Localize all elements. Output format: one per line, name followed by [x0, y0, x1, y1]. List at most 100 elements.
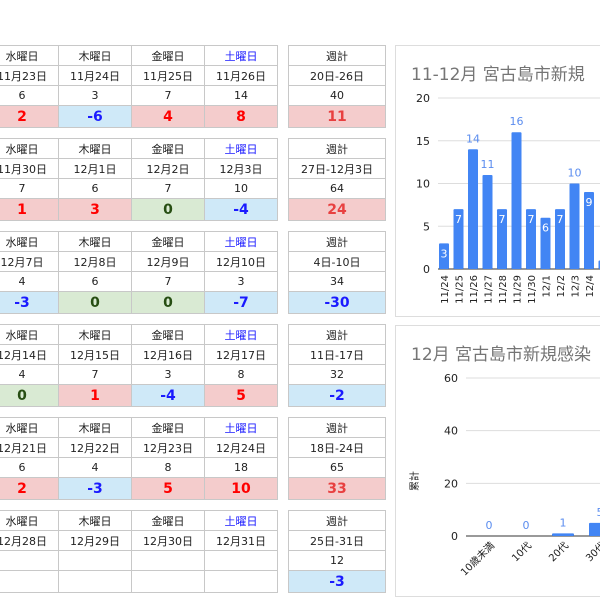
date-cell[interactable]: 12月15日: [58, 344, 132, 365]
bar: [555, 209, 565, 269]
week-total-diff[interactable]: -2: [288, 384, 386, 407]
count-cell[interactable]: 14: [204, 85, 278, 106]
count-cell[interactable]: 8: [131, 457, 205, 478]
diff-cell[interactable]: 1: [58, 384, 132, 407]
date-cell[interactable]: 12月1日: [58, 158, 132, 179]
week-total-diff[interactable]: 24: [288, 198, 386, 221]
week-range[interactable]: 20日-26日: [288, 65, 386, 86]
date-cell[interactable]: 11月30日: [0, 158, 59, 179]
date-cell[interactable]: 12月22日: [58, 437, 132, 458]
diff-cell[interactable]: 2: [0, 105, 59, 128]
week-range[interactable]: 27日-12月3日: [288, 158, 386, 179]
diff-cell[interactable]: 3: [58, 198, 132, 221]
date-cell[interactable]: 12月3日: [204, 158, 278, 179]
count-cell[interactable]: [0, 550, 59, 571]
date-cell[interactable]: 12月7日: [0, 251, 59, 272]
count-cell[interactable]: 6: [58, 271, 132, 292]
count-cell[interactable]: 4: [0, 271, 59, 292]
diff-cell[interactable]: -3: [58, 477, 132, 500]
diff-cell[interactable]: 0: [58, 291, 132, 314]
date-cell[interactable]: 12月10日: [204, 251, 278, 272]
date-cell[interactable]: 12月29日: [58, 530, 132, 551]
diff-cell[interactable]: [131, 570, 205, 593]
count-cell[interactable]: 3: [131, 364, 205, 385]
week-total[interactable]: 40: [288, 85, 386, 106]
date-cell[interactable]: 11月25日: [131, 65, 205, 86]
week-range[interactable]: 25日-31日: [288, 530, 386, 551]
count-cell[interactable]: 7: [131, 85, 205, 106]
diff-cell[interactable]: 0: [131, 198, 205, 221]
date-cell[interactable]: 12月30日: [131, 530, 205, 551]
day-header: 木曜日: [58, 138, 132, 159]
diff-cell[interactable]: -6: [58, 105, 132, 128]
week-total[interactable]: 64: [288, 178, 386, 199]
diff-cell[interactable]: 2: [0, 477, 59, 500]
week-total[interactable]: 34: [288, 271, 386, 292]
count-cell[interactable]: 7: [131, 178, 205, 199]
count-cell[interactable]: 6: [0, 85, 59, 106]
count-cell[interactable]: 4: [58, 457, 132, 478]
week-total[interactable]: 32: [288, 364, 386, 385]
week-range[interactable]: 4日-10日: [288, 251, 386, 272]
week-total[interactable]: 65: [288, 457, 386, 478]
week-range[interactable]: 11日-17日: [288, 344, 386, 365]
count-cell[interactable]: 3: [58, 85, 132, 106]
count-cell[interactable]: [58, 550, 132, 571]
date-cell[interactable]: 12月16日: [131, 344, 205, 365]
diff-cell[interactable]: 1: [0, 198, 59, 221]
week-range[interactable]: 18日-24日: [288, 437, 386, 458]
count-cell[interactable]: 8: [204, 364, 278, 385]
date-cell[interactable]: 12月2日: [131, 158, 205, 179]
diff-cell[interactable]: [58, 570, 132, 593]
count-cell[interactable]: [204, 550, 278, 571]
count-cell[interactable]: 7: [58, 364, 132, 385]
y-tick-label: 0: [451, 530, 458, 543]
diff-cell[interactable]: 10: [204, 477, 278, 500]
diff-cell[interactable]: -4: [204, 198, 278, 221]
bar: [526, 209, 536, 269]
bar: [569, 183, 580, 269]
date-cell[interactable]: 11月26日: [204, 65, 278, 86]
diff-cell[interactable]: 5: [131, 477, 205, 500]
y-tick-label: 0: [423, 263, 430, 276]
week-total-diff[interactable]: 11: [288, 105, 386, 128]
date-cell[interactable]: 12月31日: [204, 530, 278, 551]
diff-cell[interactable]: 5: [204, 384, 278, 407]
date-cell[interactable]: 12月28日: [0, 530, 59, 551]
date-cell[interactable]: 12月17日: [204, 344, 278, 365]
date-cell[interactable]: 12月24日: [204, 437, 278, 458]
diff-cell[interactable]: [204, 570, 278, 593]
diff-cell[interactable]: 0: [0, 384, 59, 407]
data-label: 0: [523, 519, 530, 532]
week-total-table: 週計 11日-17日 32 -2: [288, 324, 386, 407]
date-cell[interactable]: 12月9日: [131, 251, 205, 272]
diff-cell[interactable]: 8: [204, 105, 278, 128]
date-cell[interactable]: 12月14日: [0, 344, 59, 365]
diff-cell[interactable]: -4: [131, 384, 205, 407]
diff-cell[interactable]: [0, 570, 59, 593]
count-cell[interactable]: 18: [204, 457, 278, 478]
date-cell[interactable]: 12月8日: [58, 251, 132, 272]
diff-cell[interactable]: -3: [0, 291, 59, 314]
date-cell[interactable]: 11月23日: [0, 65, 59, 86]
count-cell[interactable]: 10: [204, 178, 278, 199]
diff-cell[interactable]: 0: [131, 291, 205, 314]
x-tick-label: 12/3: [571, 275, 582, 297]
x-tick-label: 12/2: [556, 275, 567, 297]
count-cell[interactable]: 6: [0, 457, 59, 478]
count-cell[interactable]: 7: [0, 178, 59, 199]
diff-cell[interactable]: -7: [204, 291, 278, 314]
week-total-diff[interactable]: -3: [288, 570, 386, 593]
date-cell[interactable]: 12月23日: [131, 437, 205, 458]
count-cell[interactable]: 6: [58, 178, 132, 199]
week-total[interactable]: 12: [288, 550, 386, 571]
count-cell[interactable]: 7: [131, 271, 205, 292]
date-cell[interactable]: 11月24日: [58, 65, 132, 86]
week-total-diff[interactable]: -30: [288, 291, 386, 314]
diff-cell[interactable]: 4: [131, 105, 205, 128]
week-total-diff[interactable]: 33: [288, 477, 386, 500]
count-cell[interactable]: 3: [204, 271, 278, 292]
count-cell[interactable]: [131, 550, 205, 571]
count-cell[interactable]: 4: [0, 364, 59, 385]
date-cell[interactable]: 12月21日: [0, 437, 59, 458]
